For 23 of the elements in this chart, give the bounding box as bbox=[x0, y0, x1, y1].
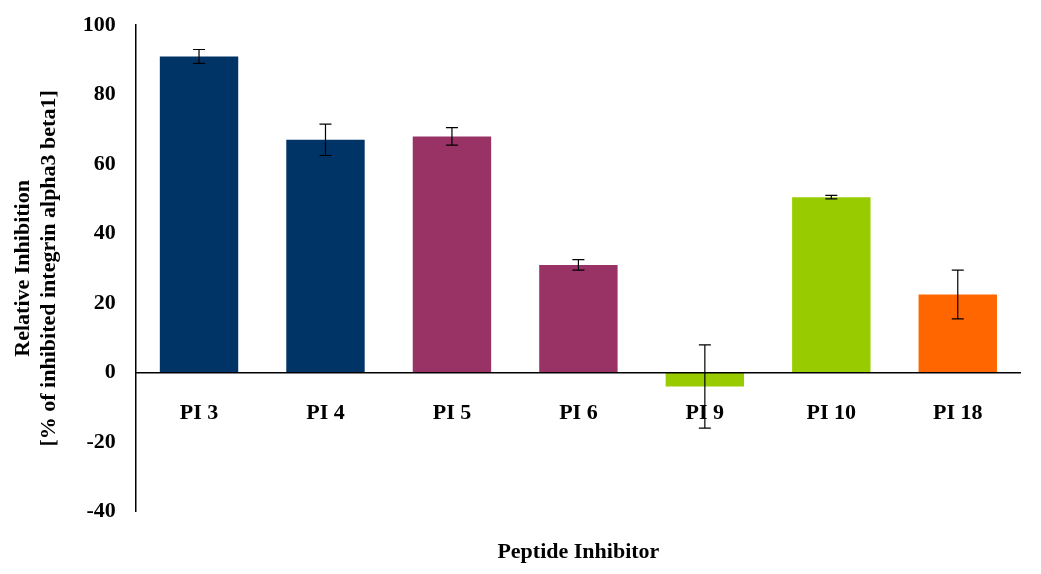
bar bbox=[412, 136, 492, 373]
y-tick-label: -20 bbox=[86, 427, 116, 453]
bar bbox=[918, 294, 997, 373]
bar bbox=[665, 372, 745, 387]
x-tick-label: PI 5 bbox=[432, 399, 472, 425]
y-tick-label: -40 bbox=[86, 497, 116, 523]
bar bbox=[792, 197, 871, 373]
x-tick-label: PI 3 bbox=[179, 399, 219, 425]
x-tick-label: PI 18 bbox=[933, 399, 983, 425]
y-tick-label: 80 bbox=[93, 80, 116, 106]
x-tick-label: PI 10 bbox=[806, 399, 857, 425]
x-axis-title: Peptide Inhibitor bbox=[497, 538, 660, 564]
y-axis-title: Relative Inhibition [% of inhibited integrin alpha3 beta1] bbox=[8, 90, 61, 447]
x-tick-label: PI 4 bbox=[306, 399, 345, 425]
y-tick-label: 0 bbox=[104, 358, 116, 384]
bar bbox=[539, 264, 618, 373]
x-tick-label: PI 6 bbox=[559, 399, 598, 425]
y-tick-label: 60 bbox=[93, 149, 116, 175]
y-tick-label: 100 bbox=[82, 10, 116, 36]
y-tick-label: 40 bbox=[93, 219, 116, 245]
bar bbox=[286, 139, 365, 373]
y-tick-label: 20 bbox=[93, 288, 116, 314]
bar bbox=[159, 56, 239, 373]
